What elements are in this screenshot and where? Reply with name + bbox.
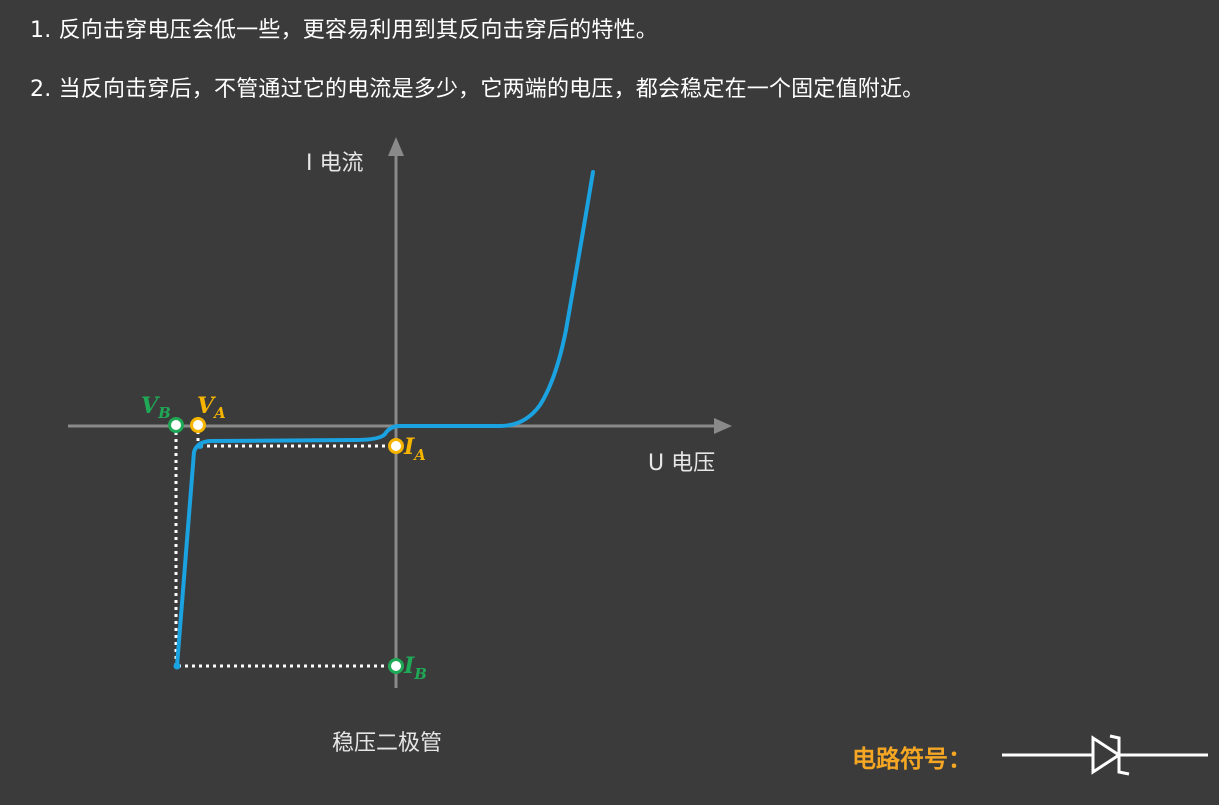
- va-label: VA: [197, 393, 226, 422]
- diagram-caption: 稳压二极管: [332, 731, 442, 756]
- vb-label: VB: [141, 393, 171, 422]
- circuit-symbol-label: 电路符号：: [852, 745, 972, 773]
- ib-point: [388, 658, 404, 674]
- point-1-text: 1. 反向击穿电压会低一些，更容易利用到其反向击穿后的特性。: [30, 18, 658, 43]
- zener-diode-icon: [1002, 734, 1208, 776]
- point-2-text: 2. 当反向击穿后，不管通过它的电流是多少，它两端的电压，都会稳定在一个固定值附…: [30, 77, 925, 102]
- va-point: [190, 417, 206, 433]
- ia-point: [388, 438, 404, 454]
- y-axis-label: I 电流: [306, 151, 363, 176]
- curve-knee-dot: [197, 443, 203, 449]
- x-axis-label: U 电压: [648, 451, 715, 476]
- curve-end-dot: [173, 662, 181, 670]
- y-axis-arrow: [388, 137, 404, 156]
- ia-label: IA: [403, 434, 426, 464]
- guide-lines: [174, 431, 392, 668]
- iv-curve: [175, 170, 595, 668]
- vb-point: [168, 417, 184, 433]
- x-axis-arrow: [714, 418, 732, 434]
- ib-label: IB: [403, 653, 427, 683]
